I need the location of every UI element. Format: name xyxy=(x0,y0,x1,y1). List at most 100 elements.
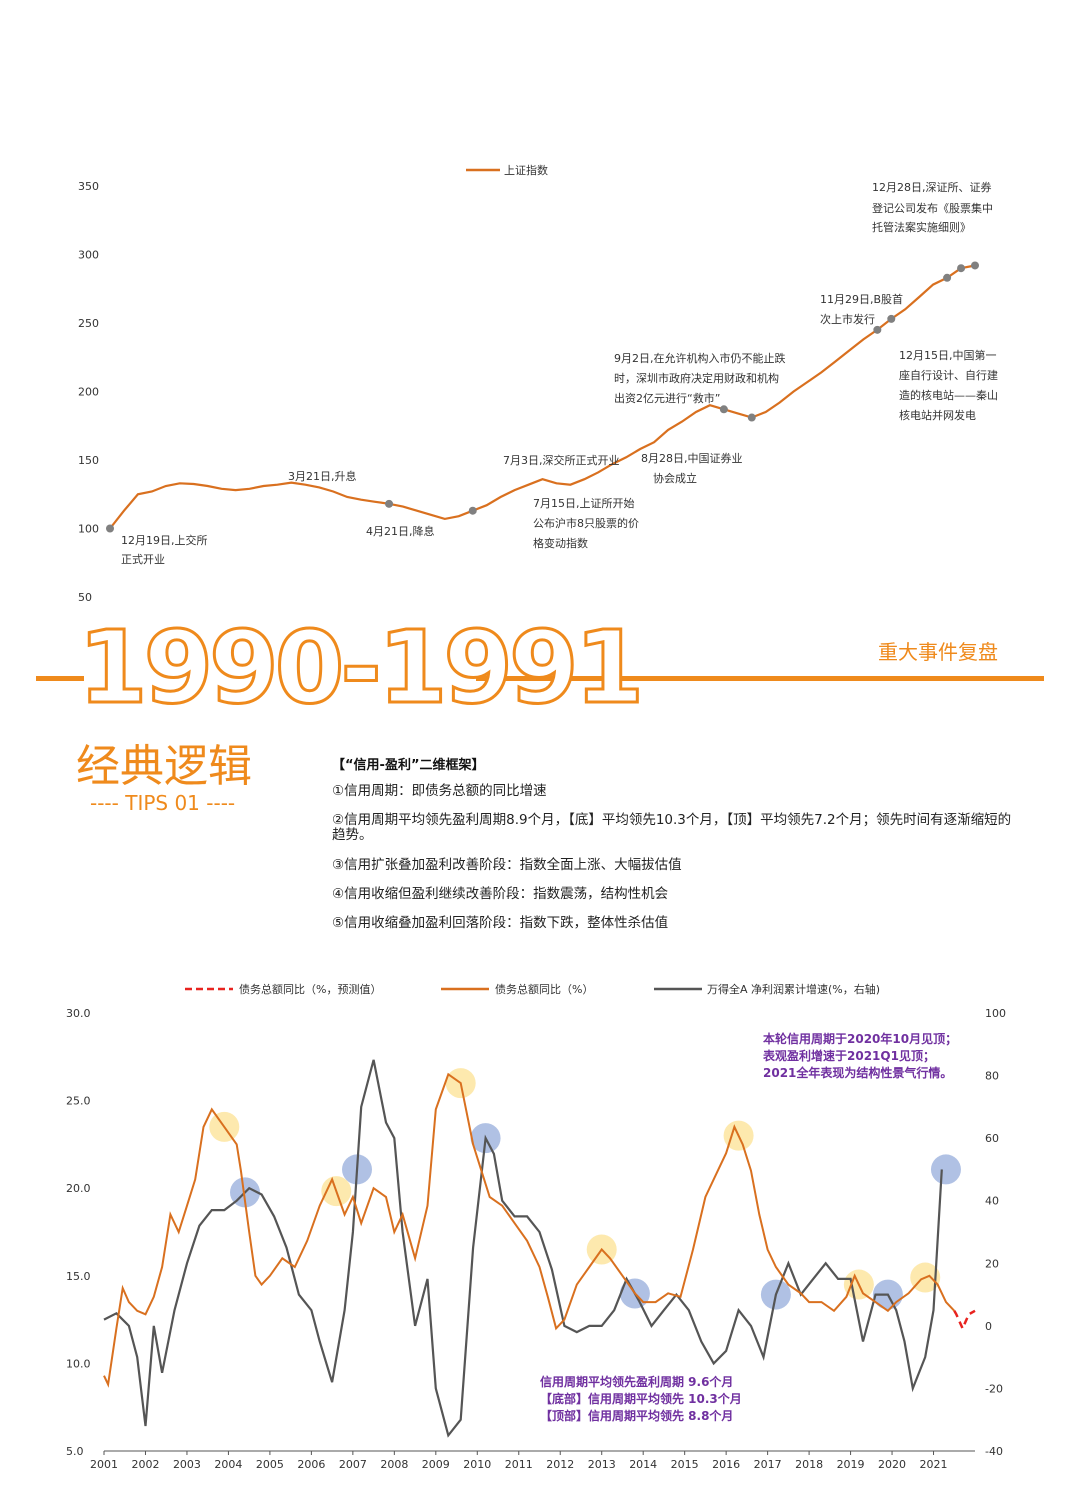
annotation-line: 核电站并网发电 xyxy=(899,408,976,422)
y-right-tick-label: 60 xyxy=(985,1132,999,1145)
annotation-rate-hike: 3月21日,升息 xyxy=(288,469,357,483)
annotation-line: 12月19日,上交所 xyxy=(121,533,208,547)
series-line-shanghai-index xyxy=(109,264,976,530)
y-right-tick-label: 100 xyxy=(985,1007,1006,1020)
framework-item-1: ①信用周期：即债务总额的同比增速 xyxy=(332,783,547,799)
y-tick-label: 300 xyxy=(78,249,99,262)
y-tick-label: 50 xyxy=(78,591,92,604)
profit-cycle-highlight xyxy=(930,1154,961,1185)
y-left-tick-label: 25.0 xyxy=(66,1095,91,1108)
annotation-bottom-3: 【顶部】信用周期平均领先 8.8个月 xyxy=(540,1408,733,1423)
event-marker xyxy=(747,413,756,422)
y-tick-label: 250 xyxy=(78,317,99,330)
annotation-price-index: 7月15日,上证所开始公布沪市8只股票的价格变动指数 xyxy=(533,496,639,550)
banner-rule-right xyxy=(476,676,1044,681)
x-tick-label: 2003 xyxy=(173,1458,201,1471)
y-right-tick-label: -40 xyxy=(985,1445,1003,1458)
event-marker xyxy=(943,273,952,282)
shanghai-index-chart: 上证指数 350 300 250 200 150 100 50 12月19日,上交所正式开业… xyxy=(78,163,998,604)
event-marker xyxy=(719,405,728,414)
tips-label: ---- TIPS 01 ---- xyxy=(90,791,236,815)
x-tick-label: 2018 xyxy=(795,1458,823,1471)
annotation-line: 托管法案实施细则》 xyxy=(872,220,971,234)
x-tick-label: 2011 xyxy=(505,1458,533,1471)
banner-years: 1990-1991 xyxy=(76,609,645,726)
annotation-line: 出资2亿元进行“救市” xyxy=(614,391,720,405)
y-left-tick-label: 5.0 xyxy=(66,1445,84,1458)
y-tick-label: 200 xyxy=(78,386,99,399)
y-left-tick-label: 15.0 xyxy=(66,1270,91,1283)
x-tick-label: 2015 xyxy=(671,1458,699,1471)
y-tick-label: 100 xyxy=(78,523,99,536)
annotation-sac: 8月28日,中国证券业协会成立 xyxy=(641,451,743,485)
annotation-rate-cut: 4月21日,降息 xyxy=(366,524,435,538)
series-line-debt-forecast xyxy=(953,1309,976,1332)
x-tick-label: 2008 xyxy=(380,1458,408,1471)
section-title: 重大事件复盘 xyxy=(878,640,998,664)
x-tick-label: 2007 xyxy=(339,1458,367,1471)
annotation-line: 9月2日,在允许机构入市仍不能止跌 xyxy=(614,351,786,365)
annotation-szse-open: 7月3日,深交所正式开业 xyxy=(503,453,620,467)
x-tick-label: 2021 xyxy=(920,1458,948,1471)
event-marker xyxy=(873,325,882,334)
x-tick-label: 2014 xyxy=(629,1458,657,1471)
legend-label-shanghai-index: 上证指数 xyxy=(504,163,548,177)
annotation-line: 协会成立 xyxy=(653,471,697,485)
banner-subtitle: 经典逻辑 xyxy=(76,741,252,792)
series-line-debt-growth xyxy=(103,1072,956,1388)
legend-label-profit: 万得全A 净利润累计增速(%，右轴) xyxy=(707,982,880,996)
annotation-b-share: 11月29日,B股首次上市发行 xyxy=(820,292,903,326)
series-line-profit-growth xyxy=(103,1059,943,1438)
annotations: 12月19日,上交所正式开业 3月21日,升息 4月21日,降息 7月3日,深交… xyxy=(121,180,998,566)
x-tick-label: 2010 xyxy=(463,1458,491,1471)
framework-item-5: ⑤信用收缩叠加盈利回落阶段：指数下跌，整体性杀估值 xyxy=(332,915,669,931)
y-right-tick-label: 20 xyxy=(985,1257,999,1270)
framework-item-4: ④信用收缩但盈利继续改善阶段：指数震荡，结构性机会 xyxy=(332,886,669,902)
x-tick-label: 2019 xyxy=(837,1458,865,1471)
y-right-tick-label: -20 xyxy=(985,1382,1003,1395)
annotation-line: 格变动指数 xyxy=(533,536,588,550)
event-marker xyxy=(385,499,394,508)
x-tick-label: 2002 xyxy=(131,1458,159,1471)
event-marker xyxy=(957,264,966,273)
x-tick-label: 2020 xyxy=(878,1458,906,1471)
event-marker xyxy=(106,524,114,533)
x-tick-label: 2013 xyxy=(588,1458,616,1471)
event-marker xyxy=(971,261,979,270)
annotation-custody: 12月28日,深证所、证券登记公司发布《股票集中托管法案实施细则》 xyxy=(872,180,993,234)
annotation-nuclear: 12月15日,中国第一座自行设计、自行建造的核电站——秦山核电站并网发电 xyxy=(899,348,998,422)
annotation-top-right-2: 表观盈利增速于2021Q1见顶； xyxy=(762,1048,935,1063)
x-tick-label: 2004 xyxy=(214,1458,242,1471)
event-marker xyxy=(468,506,477,515)
annotation-top-right-3: 2021全年表现为结构性景气行情。 xyxy=(763,1065,952,1080)
annotation-line: 7月15日,上证所开始 xyxy=(533,496,635,510)
y-right-tick-label: 80 xyxy=(985,1070,999,1083)
annotation-rescue: 9月2日,在允许机构入市仍不能止跌时，深圳市政府决定用财政和机构出资2亿元进行“… xyxy=(614,351,786,405)
annotation-sse-open: 12月19日,上交所正式开业 xyxy=(121,533,208,566)
legend-label-debt: 债务总额同比（%） xyxy=(495,982,593,996)
annotation-line: 时，深圳市政府决定用财政和机构 xyxy=(614,371,779,385)
event-marker xyxy=(887,314,896,323)
banner-rule-left xyxy=(36,676,84,681)
annotation-top-right-1: 本轮信用周期于2020年10月见顶； xyxy=(763,1031,957,1046)
x-tick-label: 2017 xyxy=(754,1458,782,1471)
annotation-line: 公布沪市8只股票的价 xyxy=(533,516,639,530)
y-tick-label: 150 xyxy=(78,454,99,467)
y-left-tick-label: 20.0 xyxy=(66,1182,91,1195)
x-tick-label: 2006 xyxy=(297,1458,325,1471)
y-right-tick-label: 40 xyxy=(985,1195,999,1208)
annotation-line: 11月29日,B股首 xyxy=(820,292,903,306)
x-tick-label: 2009 xyxy=(422,1458,450,1471)
annotation-line: 8月28日,中国证券业 xyxy=(641,451,743,465)
annotation-line: 12月28日,深证所、证券 xyxy=(872,180,992,194)
x-tick-label: 2016 xyxy=(712,1458,740,1471)
y-left-tick-label: 10.0 xyxy=(66,1357,91,1370)
annotation-bottom-1: 信用周期平均领先盈利周期 9.6个月 xyxy=(540,1374,733,1389)
annotation-line: 座自行设计、自行建 xyxy=(899,368,998,382)
annotation-bottom-2: 【底部】信用周期平均领先 10.3个月 xyxy=(540,1391,742,1406)
annotation-line: 造的核电站——秦山 xyxy=(899,388,998,402)
y-tick-label: 350 xyxy=(78,180,99,193)
annotation-line: 12月15日,中国第一 xyxy=(899,348,997,362)
framework-item-2: ②信用周期平均领先盈利周期8.9个月，【底】平均领先10.3个月，【顶】平均领先… xyxy=(332,812,1012,843)
x-tick-label: 2005 xyxy=(256,1458,284,1471)
